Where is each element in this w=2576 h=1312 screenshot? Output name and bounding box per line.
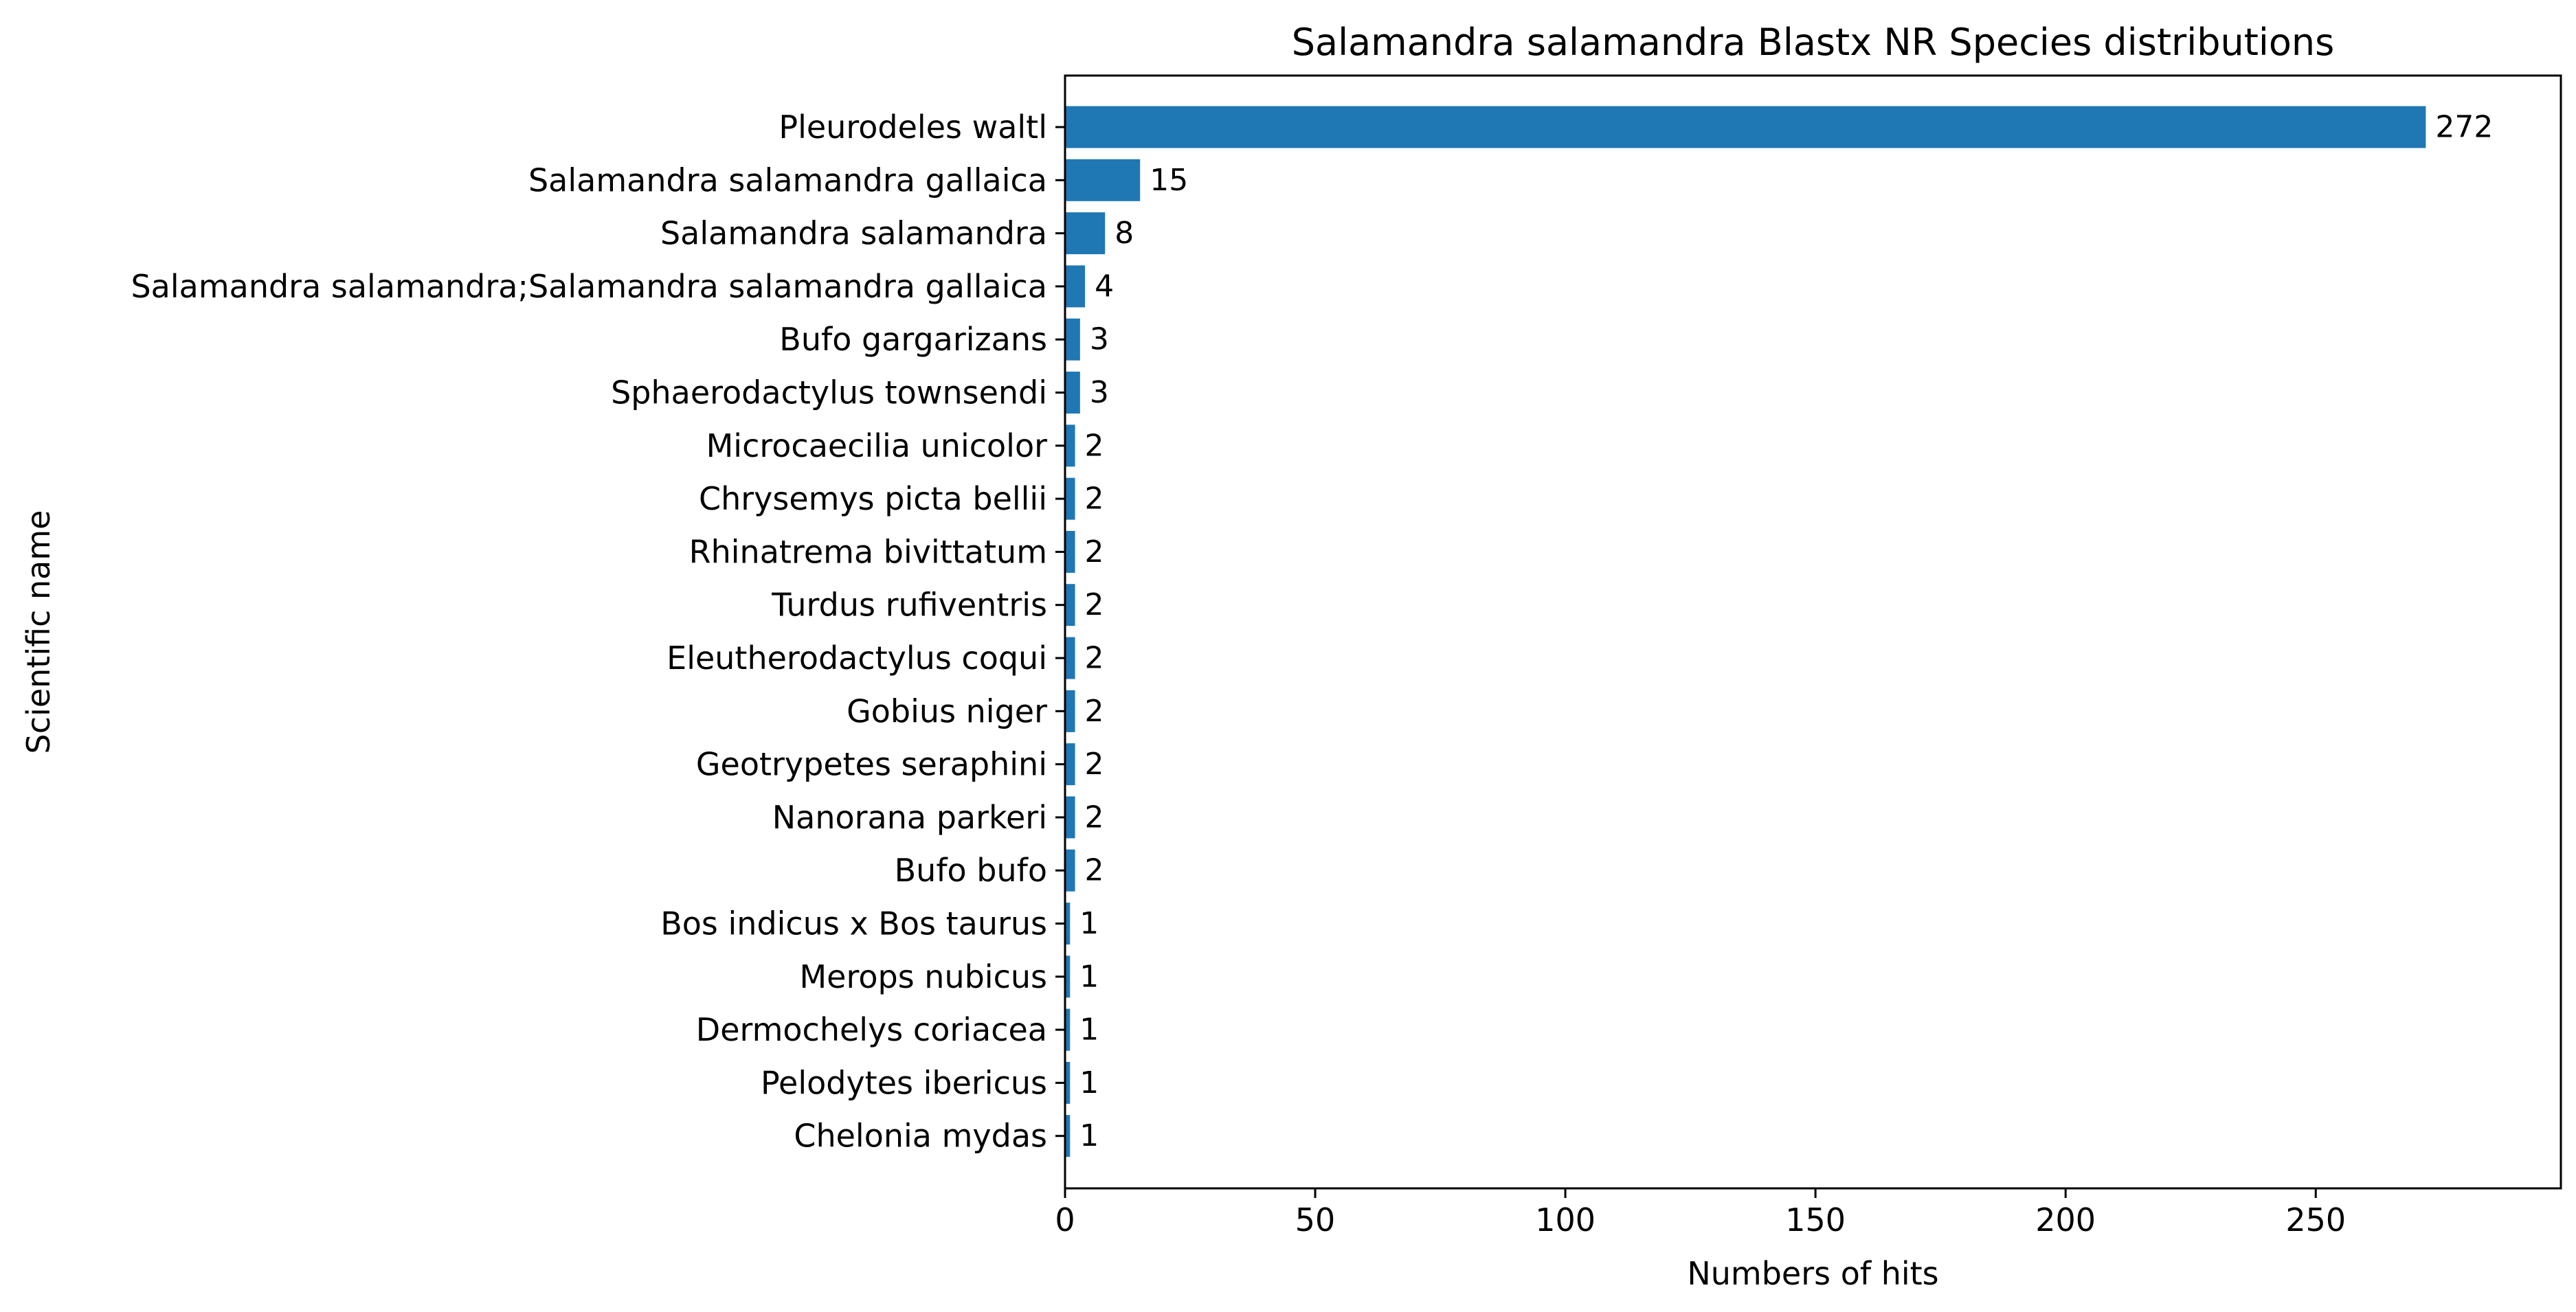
bar-value-label: 15 <box>1150 163 1188 198</box>
bar-value-label: 8 <box>1115 216 1134 251</box>
y-tick-label: Pelodytes ibericus <box>761 1064 1047 1101</box>
x-tick-label: 100 <box>1535 1201 1595 1239</box>
y-tick-label: Gobius niger <box>847 692 1047 729</box>
bar <box>1065 265 1086 308</box>
bar <box>1065 477 1075 520</box>
bar <box>1065 212 1106 255</box>
y-tick-label: Salamandra salamandra <box>660 215 1047 252</box>
bar-value-label: 2 <box>1085 694 1104 729</box>
bar <box>1065 637 1075 679</box>
bar-value-label: 2 <box>1085 747 1104 782</box>
y-tick-label: Nanorana parkeri <box>772 799 1047 836</box>
bar <box>1065 796 1075 839</box>
y-tick-label: Chelonia mydas <box>794 1118 1047 1155</box>
bar-value-label: 2 <box>1085 641 1104 676</box>
y-axis-label: Scientific name <box>20 510 57 754</box>
y-tick-label: Rhinatrema bivittatum <box>689 533 1047 570</box>
x-tick-label: 250 <box>2285 1201 2346 1239</box>
bar <box>1065 690 1075 732</box>
bar <box>1065 1115 1071 1157</box>
x-tick-label: 0 <box>1055 1201 1075 1239</box>
chart-title: Salamandra salamandra Blastx NR Species … <box>1292 21 2335 64</box>
plot-frame <box>1064 74 2562 1190</box>
bar-value-label: 1 <box>1079 959 1099 994</box>
y-tick-label: Turdus rufiventris <box>771 587 1047 624</box>
bar <box>1065 955 1071 998</box>
bar-value-label: 4 <box>1095 269 1114 304</box>
y-tick-label: Salamandra salamandra gallaica <box>528 161 1047 199</box>
x-axis-ticks-group: 0 50 100 150 200 250 <box>1055 1188 2346 1239</box>
bar <box>1065 372 1080 414</box>
x-tick-label: 200 <box>2035 1201 2096 1239</box>
bar-value-label: 2 <box>1085 587 1104 622</box>
y-tick-label: Chrysemys picta bellii <box>699 480 1047 517</box>
bar-value-label: 3 <box>1090 322 1109 357</box>
bar <box>1065 743 1075 786</box>
y-tick-label: Eleutherodactylus coqui <box>667 640 1047 677</box>
bar <box>1065 530 1075 573</box>
bar <box>1065 106 2426 148</box>
y-tick-label: Dermochelys coriacea <box>696 1011 1047 1048</box>
bar-value-label: 2 <box>1085 853 1104 888</box>
y-tick-label: Sphaerodactylus townsendi <box>611 374 1047 411</box>
bar-value-label: 2 <box>1085 428 1104 463</box>
bar <box>1065 1061 1071 1104</box>
y-tick-label: Bos indicus x Bos taurus <box>660 905 1047 942</box>
y-tick-label: Merops nubicus <box>799 958 1047 995</box>
bar-value-label: 1 <box>1079 1013 1099 1048</box>
bar-value-label: 1 <box>1079 1118 1099 1153</box>
bar-value-label: 2 <box>1085 482 1104 517</box>
bar-value-label: 1 <box>1079 906 1099 941</box>
y-tick-label: Geotrypetes seraphini <box>696 746 1047 783</box>
bar-value-label: 3 <box>1090 375 1109 410</box>
y-axis-ticks-group: Pleurodeles waltl Salamandra salamandra g… <box>131 109 1065 1155</box>
bar <box>1065 1008 1071 1051</box>
y-tick-label: Bufo bufo <box>895 852 1047 889</box>
bar <box>1065 903 1071 945</box>
bars-group <box>1065 106 2426 1157</box>
x-tick-label: 50 <box>1295 1201 1336 1239</box>
bar-value-label: 2 <box>1085 534 1104 569</box>
bar <box>1065 159 1141 201</box>
y-tick-label: Pleurodeles waltl <box>779 109 1047 146</box>
y-tick-label: Microcaecilia unicolor <box>706 427 1047 464</box>
bar-value-label: 2 <box>1085 800 1104 835</box>
bar-value-label: 272 <box>2435 110 2493 145</box>
x-tick-label: 150 <box>1785 1201 1846 1239</box>
bar <box>1065 425 1075 467</box>
bar <box>1065 849 1075 892</box>
bar <box>1065 318 1080 361</box>
y-tick-label: Salamandra salamandra;Salamandra salaman… <box>131 268 1047 305</box>
y-tick-label: Bufo gargarizans <box>779 321 1047 358</box>
bar <box>1065 584 1075 626</box>
bar-value-label: 1 <box>1079 1065 1099 1100</box>
x-axis-label: Numbers of hits <box>1687 1255 1938 1292</box>
value-labels-group: 272 15 84 3 3 2 2 2 2 2 2 2 2 2 1 1 1 1 1 <box>1079 110 2493 1154</box>
